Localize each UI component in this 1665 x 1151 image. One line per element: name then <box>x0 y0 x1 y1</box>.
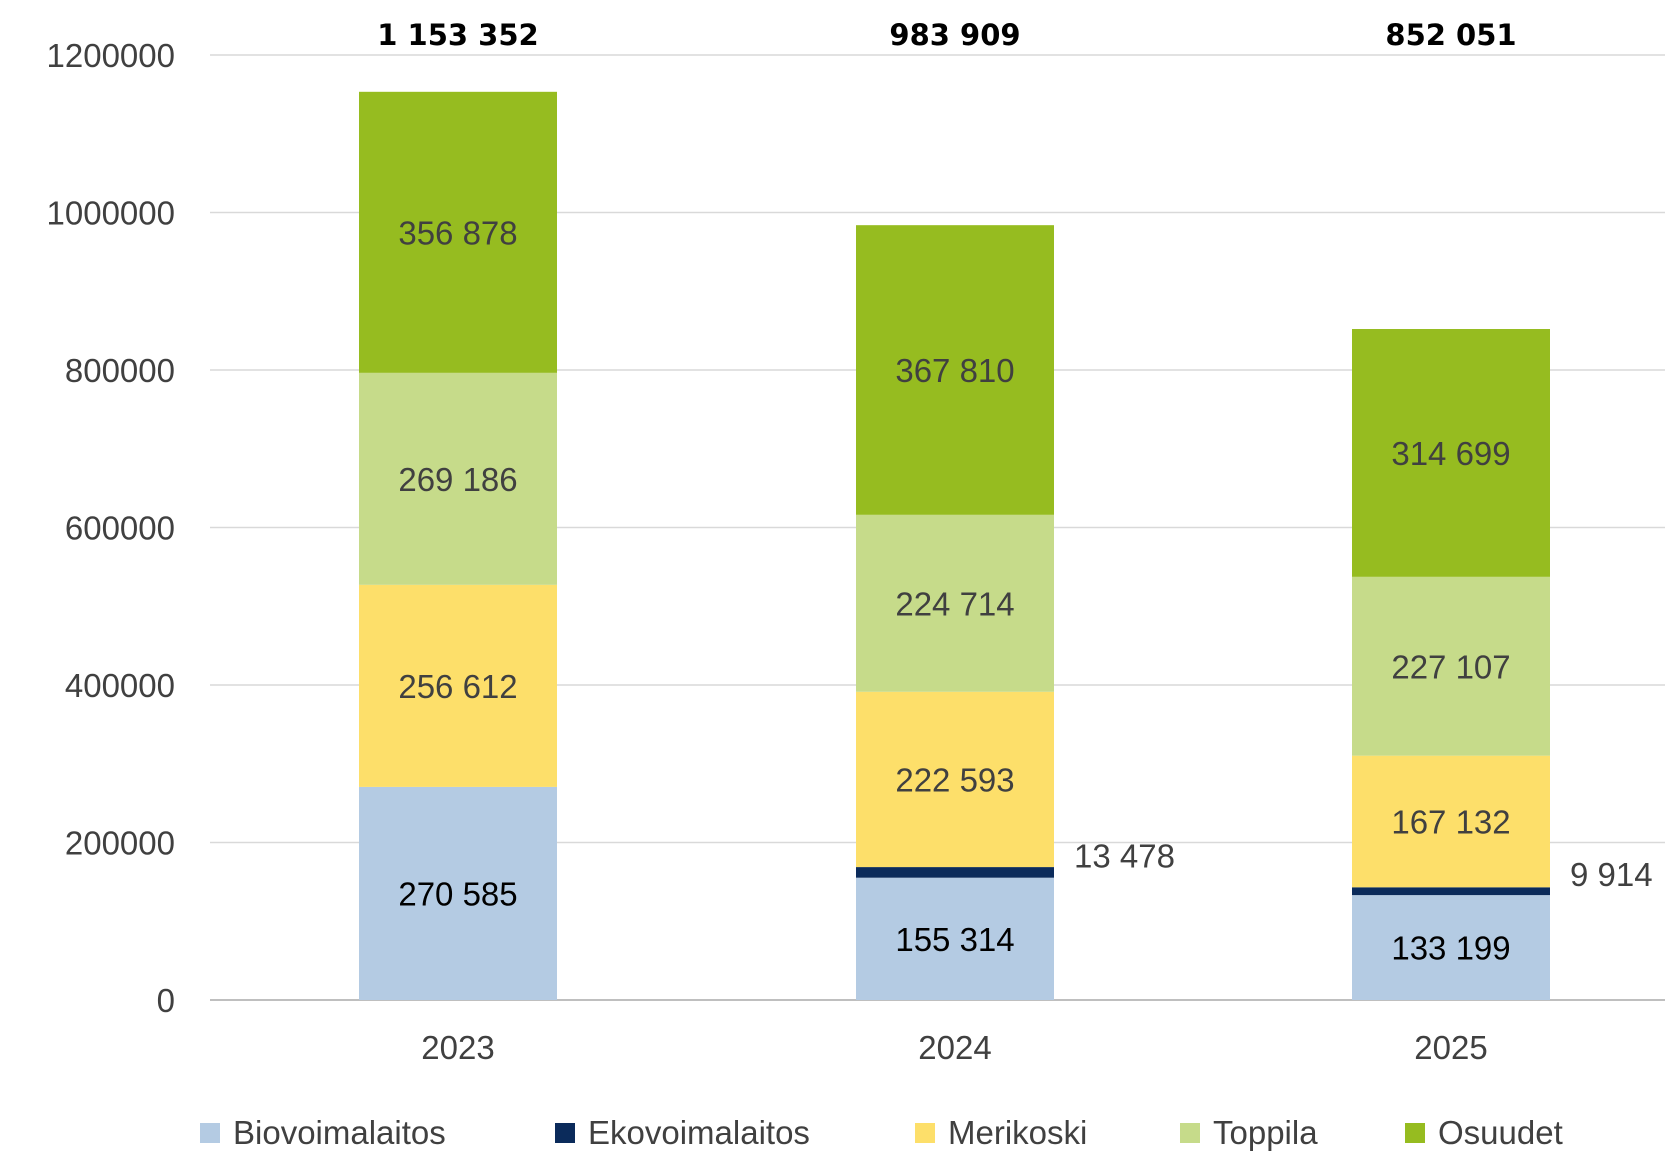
data-label-ekovoimalaitos-2025: 9 914 <box>1570 856 1653 893</box>
legend-swatch-osuudet <box>1405 1123 1425 1143</box>
total-labels: 1 153 352 983 909 852 051 <box>377 18 1516 52</box>
legend-label-osuudet: Osuudet <box>1438 1114 1563 1151</box>
segment-data-labels: 270 585 256 612 269 186 356 878 155 314 13 47… <box>398 214 1652 966</box>
legend-label-toppila: Toppila <box>1213 1114 1318 1151</box>
bar-segment-osuudet-2023 <box>359 91 557 373</box>
bar-segment-biovoimalaitos-2023 <box>359 786 557 1000</box>
data-label-toppila-2023: 269 186 <box>398 461 517 498</box>
total-label-2024: 983 909 <box>889 18 1020 52</box>
data-label-merikoski-2023: 256 612 <box>398 668 517 705</box>
data-label-merikoski-2024: 222 593 <box>895 761 1014 798</box>
y-tick-label: 1200000 <box>47 37 175 74</box>
data-label-biovoimalaitos-2023: 270 585 <box>398 875 517 912</box>
y-tick-label: 600000 <box>65 510 175 547</box>
bar-segment-osuudet-2024 <box>856 225 1054 515</box>
data-label-osuudet-2023: 356 878 <box>398 214 517 251</box>
bar-segment-merikoski-2025 <box>1352 755 1550 888</box>
legend-swatch-toppila <box>1180 1123 1200 1143</box>
bar-segment-merikoski-2024 <box>856 691 1054 868</box>
data-label-biovoimalaitos-2025: 133 199 <box>1391 930 1510 967</box>
data-label-osuudet-2025: 314 699 <box>1391 435 1510 472</box>
legend-swatch-ekovoimalaitos <box>555 1123 575 1143</box>
legend-label-merikoski: Merikoski <box>948 1114 1087 1151</box>
bar-segment-osuudet-2025 <box>1352 329 1550 577</box>
x-tick-label-2025: 2025 <box>1414 1029 1487 1066</box>
x-tick-label-2023: 2023 <box>421 1029 494 1066</box>
data-label-merikoski-2025: 167 132 <box>1391 803 1510 840</box>
y-tick-label: 400000 <box>65 667 175 704</box>
bar-segment-toppila-2025 <box>1352 576 1550 756</box>
total-label-2025: 852 051 <box>1385 18 1516 52</box>
data-label-toppila-2025: 227 107 <box>1391 648 1510 685</box>
y-tick-label: 0 <box>157 982 175 1019</box>
bar-segment-ekovoimalaitos-2024 <box>856 867 1054 878</box>
legend-swatch-merikoski <box>915 1123 935 1143</box>
y-tick-label: 800000 <box>65 352 175 389</box>
legend: Biovoimalaitos Ekovoimalaitos Merikoski Top… <box>200 1114 1563 1151</box>
bar-segment-ekovoimalaitos-2025 <box>1352 887 1550 896</box>
legend-swatch-biovoimalaitos <box>200 1123 220 1143</box>
data-label-toppila-2024: 224 714 <box>895 585 1014 622</box>
bars <box>359 91 1550 1000</box>
bar-segment-merikoski-2023 <box>359 584 557 787</box>
y-tick-label: 1000000 <box>47 195 175 232</box>
bar-segment-toppila-2024 <box>856 514 1054 692</box>
bar-segment-biovoimalaitos-2024 <box>856 877 1054 1000</box>
total-label-2023: 1 153 352 <box>377 18 538 52</box>
data-label-osuudet-2024: 367 810 <box>895 352 1014 389</box>
x-tick-label-2024: 2024 <box>918 1029 991 1066</box>
bar-segment-toppila-2023 <box>359 372 557 585</box>
legend-label-biovoimalaitos: Biovoimalaitos <box>233 1114 446 1151</box>
x-axis-tick-labels: 2023 2024 2025 <box>421 1029 1487 1066</box>
data-label-ekovoimalaitos-2024: 13 478 <box>1074 837 1175 874</box>
legend-label-ekovoimalaitos: Ekovoimalaitos <box>588 1114 810 1151</box>
y-tick-label: 200000 <box>65 825 175 862</box>
data-label-biovoimalaitos-2024: 155 314 <box>895 921 1014 958</box>
y-axis-tick-labels: 0 200000 400000 600000 800000 1000000 1200000 <box>47 37 175 1019</box>
bar-segment-biovoimalaitos-2025 <box>1352 895 1550 1000</box>
